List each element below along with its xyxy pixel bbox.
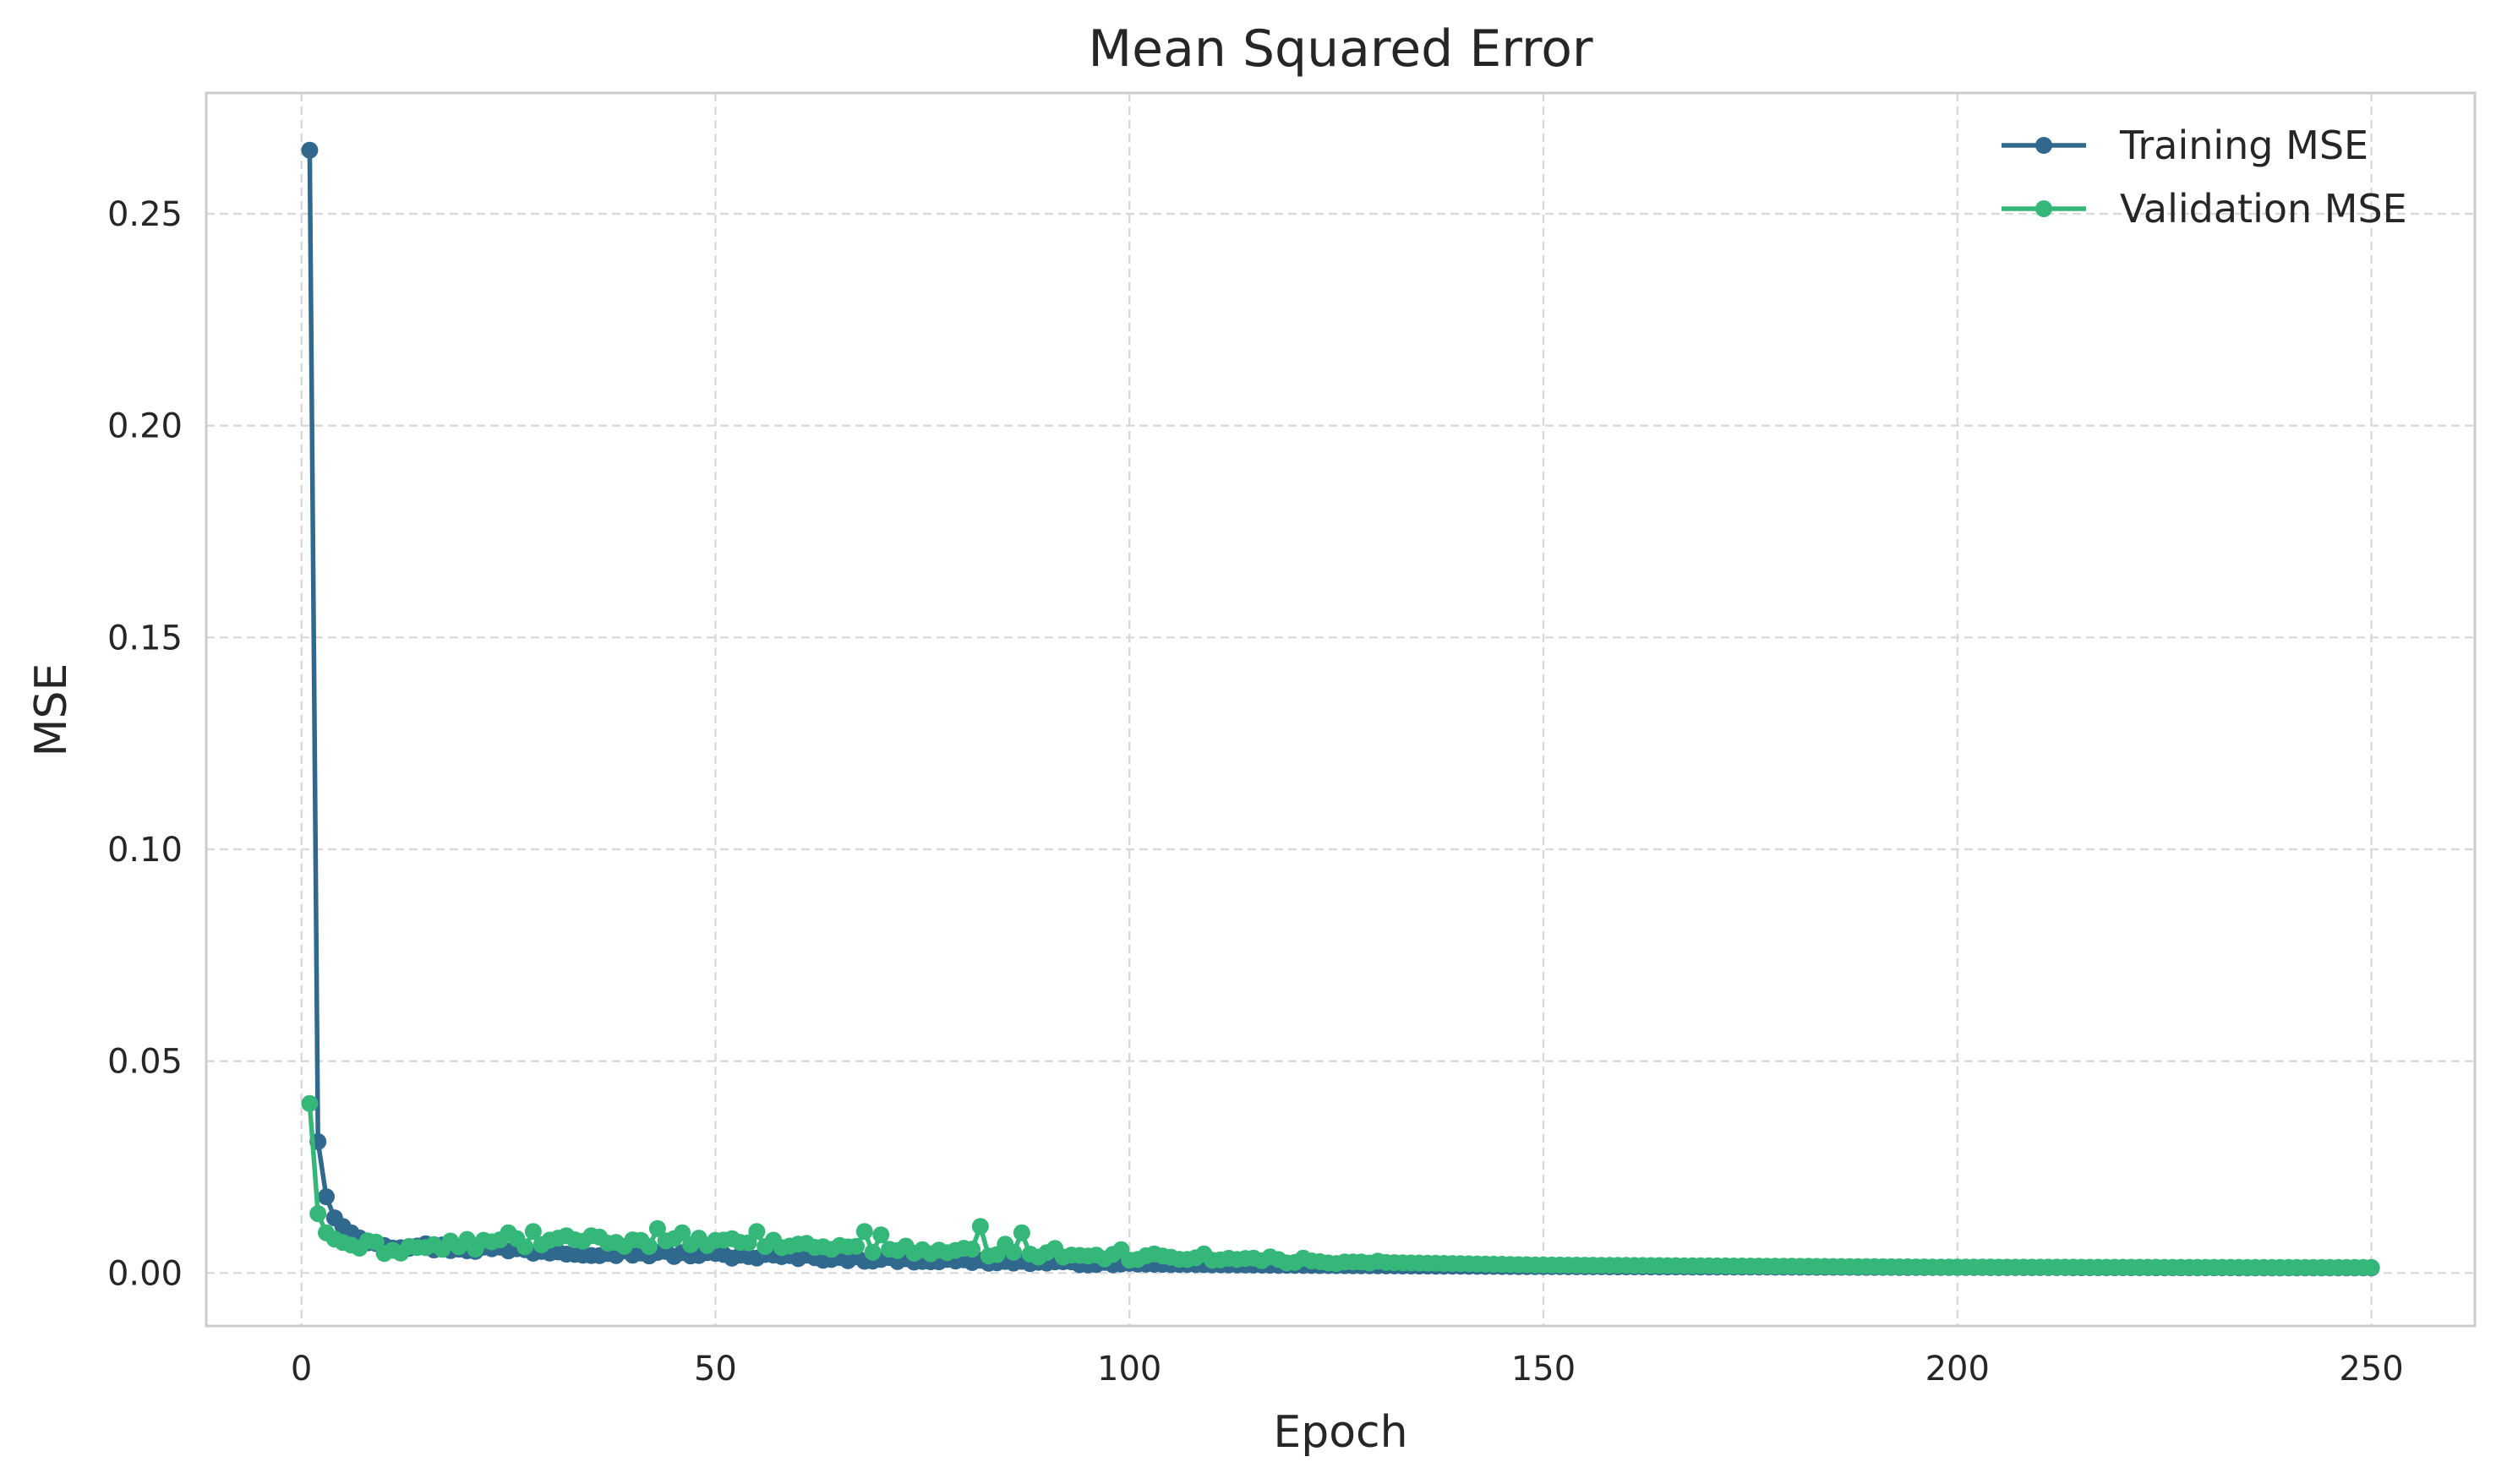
data-point (848, 1237, 865, 1255)
series-0 (301, 141, 2380, 1277)
x-axis-label: Epoch (1273, 1407, 1407, 1458)
data-point (971, 1218, 989, 1236)
x-tick-label: 150 (1511, 1350, 1576, 1389)
data-point (516, 1238, 534, 1256)
tick-labels: 0 50 100 150 200 250 0.00 0.05 0.10 0.15 0.20 0.25 (107, 195, 2404, 1389)
y-tick-label: 0.20 (107, 407, 183, 446)
data-point (864, 1243, 882, 1261)
y-tick-label: 0.00 (107, 1254, 183, 1293)
legend: Training MSE Validation MSE (2002, 123, 2407, 232)
plot-frame (205, 91, 2477, 1328)
chart-title: Mean Squared Error (1088, 19, 1593, 79)
series-layer (301, 141, 2380, 1277)
data-point (855, 1223, 873, 1241)
data-point (301, 141, 319, 159)
data-point (1005, 1243, 1023, 1261)
legend-item-training: Training MSE (2002, 123, 2368, 168)
data-point (872, 1226, 890, 1244)
data-point (524, 1223, 542, 1241)
legend-marker-training (2035, 137, 2052, 154)
y-axis-label: MSE (26, 663, 77, 757)
data-point (648, 1219, 666, 1237)
y-tick-label: 0.05 (107, 1043, 183, 1082)
data-point (748, 1223, 766, 1241)
grid-lines (206, 93, 2475, 1326)
x-tick-label: 100 (1097, 1350, 1161, 1389)
data-point (674, 1224, 691, 1241)
data-point (309, 1205, 327, 1223)
y-tick-label: 0.15 (107, 619, 183, 657)
y-tick-label: 0.25 (107, 195, 183, 234)
data-point (1013, 1224, 1030, 1241)
data-point (318, 1188, 335, 1206)
x-tick-label: 50 (694, 1350, 737, 1389)
data-point (964, 1241, 981, 1258)
legend-item-validation: Validation MSE (2002, 186, 2407, 232)
series-line-0 (307, 150, 2372, 1271)
x-tick-label: 200 (1925, 1350, 1990, 1389)
legend-label-validation: Validation MSE (2120, 186, 2407, 232)
data-point (301, 1094, 319, 1112)
data-point (2362, 1258, 2380, 1276)
x-tick-label: 0 (291, 1350, 312, 1389)
legend-marker-validation (2035, 200, 2052, 217)
data-point (641, 1237, 658, 1255)
series-1 (301, 1094, 2380, 1276)
x-tick-label: 250 (2339, 1350, 2403, 1389)
legend-label-training: Training MSE (2119, 123, 2368, 168)
y-tick-label: 0.10 (107, 831, 183, 870)
